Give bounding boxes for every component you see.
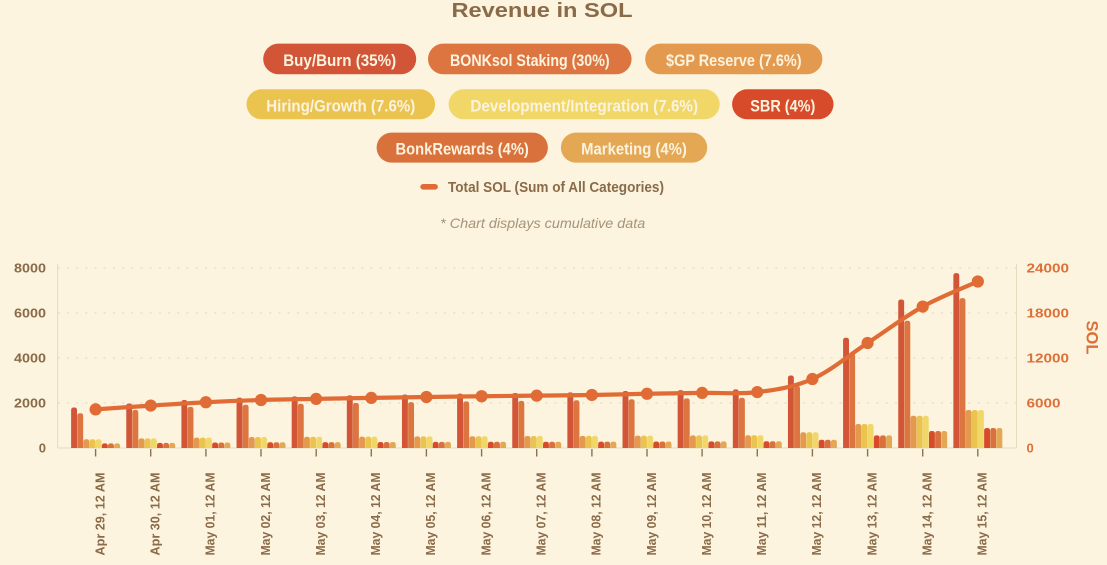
svg-text:Buy/Burn (35%): Buy/Burn (35%) — [283, 52, 396, 70]
svg-text:Apr 29, 12 AM: Apr 29, 12 AM — [92, 473, 107, 556]
svg-text:Revenue in SOL: Revenue in SOL — [452, 0, 633, 22]
svg-text:May 12, 12 AM: May 12, 12 AM — [809, 473, 824, 556]
svg-text:May 05, 12 AM: May 05, 12 AM — [423, 473, 438, 556]
svg-text:BONKsol Staking (30%): BONKsol Staking (30%) — [450, 52, 610, 70]
svg-text:May 09, 12 AM: May 09, 12 AM — [644, 473, 659, 556]
svg-text:Apr 30, 12 AM: Apr 30, 12 AM — [148, 473, 163, 556]
svg-text:$GP Reserve (7.6%): $GP Reserve (7.6%) — [666, 52, 802, 70]
svg-text:2000: 2000 — [14, 396, 46, 411]
svg-text:12000: 12000 — [1027, 351, 1070, 366]
svg-text:18000: 18000 — [1027, 306, 1070, 321]
svg-text:May 07, 12 AM: May 07, 12 AM — [534, 473, 549, 556]
svg-text:May 15, 12 AM: May 15, 12 AM — [975, 473, 990, 556]
svg-text:May 11, 12 AM: May 11, 12 AM — [754, 473, 769, 556]
svg-text:May 06, 12 AM: May 06, 12 AM — [478, 473, 493, 556]
svg-text:Total SOL (Sum of All Categori: Total SOL (Sum of All Categories) — [448, 180, 664, 196]
svg-text:May 13, 12 AM: May 13, 12 AM — [864, 473, 879, 556]
svg-text:6000: 6000 — [1027, 396, 1061, 411]
svg-text:SOL: SOL — [1083, 321, 1102, 355]
svg-text:May 04, 12 AM: May 04, 12 AM — [368, 473, 383, 556]
svg-text:May 01, 12 AM: May 01, 12 AM — [203, 473, 218, 556]
svg-text:BonkRewards (4%): BonkRewards (4%) — [396, 141, 529, 159]
svg-text:May 10, 12 AM: May 10, 12 AM — [699, 473, 714, 556]
svg-text:Marketing (4%): Marketing (4%) — [581, 141, 687, 159]
svg-text:May 02, 12 AM: May 02, 12 AM — [258, 473, 273, 556]
svg-text:* Chart displays cumulative da: * Chart displays cumulative data — [440, 215, 645, 231]
svg-text:May 14, 12 AM: May 14, 12 AM — [920, 473, 935, 556]
svg-text:0: 0 — [39, 441, 46, 456]
svg-text:Hiring/Growth (7.6%): Hiring/Growth (7.6%) — [266, 97, 415, 115]
svg-text:0: 0 — [1027, 441, 1034, 456]
svg-text:May 03, 12 AM: May 03, 12 AM — [313, 473, 328, 556]
svg-text:SBR (4%): SBR (4%) — [750, 97, 815, 115]
svg-text:24000: 24000 — [1027, 261, 1070, 276]
svg-text:May 08, 12 AM: May 08, 12 AM — [589, 473, 604, 556]
svg-text:6000: 6000 — [14, 306, 46, 321]
svg-text:8000: 8000 — [14, 261, 46, 276]
svg-text:Development/Integration (7.6%): Development/Integration (7.6%) — [470, 97, 698, 115]
svg-text:4000: 4000 — [14, 351, 46, 366]
